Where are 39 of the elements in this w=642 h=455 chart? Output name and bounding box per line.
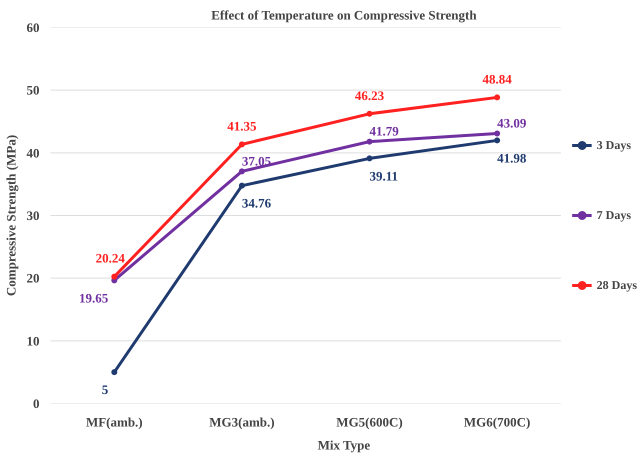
data-label: 41.79: [370, 124, 400, 139]
y-tick-label: 40: [26, 145, 40, 160]
data-label: 20.24: [96, 250, 126, 266]
point: [238, 182, 245, 189]
x-tick-label: MF(amb.): [86, 414, 143, 430]
point: [238, 168, 245, 174]
data-label: 41.98: [497, 150, 527, 166]
y-axis-title: Compressive Strength (MPa): [4, 134, 18, 296]
y-tick-label: 60: [26, 20, 40, 35]
point: [238, 141, 245, 148]
point: [111, 369, 118, 376]
point: [494, 130, 500, 136]
x-tick-label: MG6(700C): [464, 414, 530, 430]
y-tick-label: 10: [26, 333, 40, 348]
data-label: 43.09: [497, 115, 527, 130]
x-tick-label: MG5(600C): [336, 414, 403, 430]
y-tick-label: 0: [33, 396, 40, 411]
chart-title: Effect of Temperature on Compressive Strength: [211, 8, 478, 22]
data-label: 5: [102, 382, 109, 398]
y-tick-label: 50: [26, 82, 40, 98]
point: [494, 137, 500, 144]
data-label: 39.11: [370, 168, 398, 184]
legend-label: 7 Days: [596, 208, 631, 222]
x-axis-title: Mix Type: [318, 438, 370, 452]
point: [366, 138, 373, 145]
y-tick-label: 30: [26, 208, 40, 223]
y-tick-label: 20: [26, 270, 40, 286]
legend-label: 28 Days: [596, 278, 637, 292]
x-tick-label: MG3(amb.): [209, 414, 275, 430]
data-label: 46.23: [354, 88, 385, 103]
data-label: 41.35: [227, 118, 258, 134]
data-label: 48.84: [482, 71, 512, 86]
point: [111, 274, 118, 280]
data-label: 34.76: [242, 196, 272, 211]
point: [366, 110, 373, 117]
point: [494, 94, 500, 100]
legend-label: 3 Days: [596, 138, 631, 152]
data-label: 19.65: [79, 290, 109, 306]
point: [366, 155, 373, 162]
